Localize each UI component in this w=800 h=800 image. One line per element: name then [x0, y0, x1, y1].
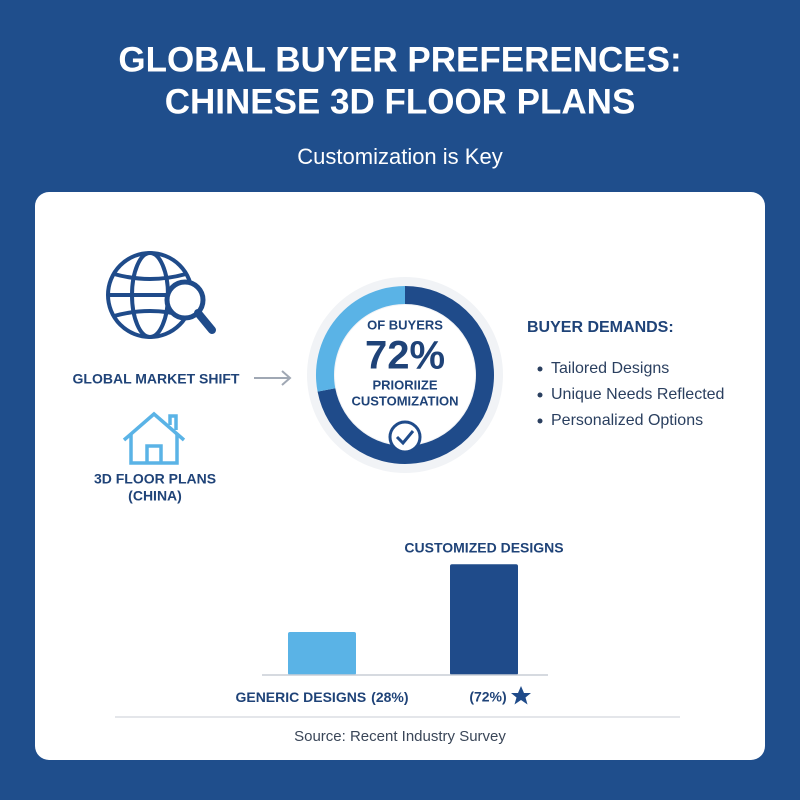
source: Source: Recent Industry Survey: [294, 728, 506, 745]
demand-item: Personalized Options: [551, 412, 703, 429]
title-line: GLOBAL BUYER PREFERENCES:: [118, 40, 681, 79]
plans-label: 3D FLOOR PLANS: [94, 471, 216, 487]
donut-top-label: OF BUYERS: [367, 317, 443, 332]
house-icon: [122, 411, 186, 465]
plans-label: (CHINA): [128, 488, 182, 504]
donut-hole: [335, 305, 475, 445]
bar: [288, 631, 356, 675]
card: [35, 192, 765, 760]
market-label: GLOBAL MARKET SHIFT: [73, 371, 240, 387]
globe-icon: [106, 251, 216, 339]
value-label: (72%): [469, 689, 506, 705]
bullets: [537, 366, 543, 424]
check-icon: [388, 420, 422, 454]
value-label: (28%): [371, 689, 408, 705]
donut-bottom-label: PRIORIIZE: [372, 377, 437, 392]
demand-item: Unique Needs Reflected: [551, 386, 724, 403]
donut-arc: [317, 286, 494, 464]
bar-label: GENERIC DESIGNS (28%): [235, 689, 408, 705]
title-line: CHINESE 3D FLOOR PLANS: [165, 82, 636, 121]
category-label: GENERIC DESIGNS: [235, 689, 366, 705]
donut-arc: [316, 286, 406, 392]
demand-item: Tailored Designs: [551, 360, 669, 377]
category-label: CUSTOMIZED DESIGNS: [404, 540, 563, 556]
arrow: [254, 370, 292, 386]
donut-bottom-label: CUSTOMIZATION: [351, 393, 458, 408]
bar: [450, 564, 518, 675]
star-icon: [511, 686, 531, 705]
demands-title: BUYER DEMANDS:: [527, 319, 674, 336]
subtitle: Customization is Key: [297, 144, 502, 169]
donut-value-label: 72%: [365, 334, 445, 378]
